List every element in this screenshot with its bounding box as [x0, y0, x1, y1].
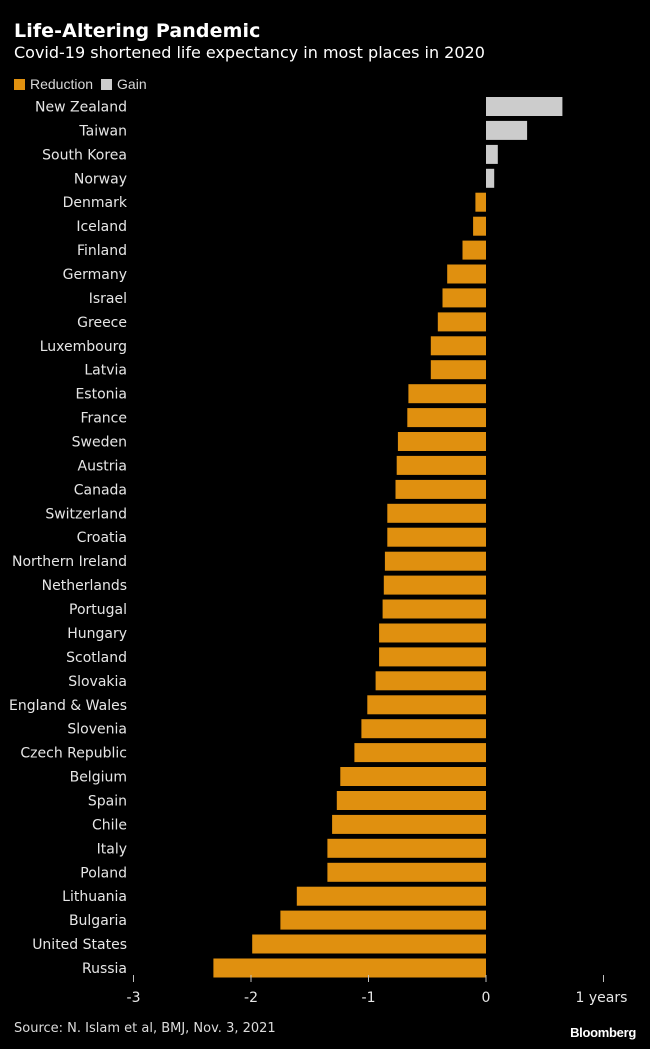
category-label-denmark: Denmark [63, 195, 128, 211]
legend: Reduction Gain [14, 76, 155, 92]
category-label-england-and-wales: England & Wales [9, 698, 127, 714]
category-label-lithuania: Lithuania [62, 889, 127, 905]
bloomberg-logo: Bloomberg [570, 1025, 636, 1040]
bar-croatia [387, 527, 486, 547]
category-label-spain: Spain [88, 794, 127, 810]
category-label-austria: Austria [78, 458, 127, 474]
category-label-luxembourg: Luxembourg [40, 339, 127, 355]
bar-belgium [340, 767, 486, 786]
category-label-iceland: Iceland [76, 219, 127, 235]
bar-lithuania [296, 886, 486, 906]
category-label-norway: Norway [74, 171, 127, 187]
bar-united-states [252, 934, 486, 954]
bar-new-zealand [486, 97, 563, 116]
category-label-chile: Chile [92, 817, 127, 833]
bar-bulgaria [280, 910, 486, 930]
category-label-czech-republic: Czech Republic [20, 746, 127, 762]
bar-south-korea [486, 144, 498, 164]
category-label-taiwan: Taiwan [78, 123, 127, 139]
source-note: Source: N. Islam et al, BMJ, Nov. 3, 202… [14, 1021, 276, 1036]
bar-northern-ireland [384, 551, 486, 571]
legend-item-reduction: Reduction [14, 76, 93, 92]
category-label-italy: Italy [97, 841, 127, 857]
bar-germany [447, 264, 486, 284]
x-tick-label-3: 0 [482, 990, 491, 1006]
category-label-france: France [80, 411, 127, 427]
bar-portugal [382, 599, 486, 619]
legend-label-gain: Gain [117, 76, 147, 92]
category-label-scotland: Scotland [66, 650, 127, 666]
legend-swatch-reduction [14, 78, 25, 90]
category-label-latvia: Latvia [84, 363, 127, 379]
bar-hungary [379, 623, 486, 643]
bar-spain [336, 791, 486, 810]
bar-norway [486, 168, 495, 188]
bar-netherlands [383, 575, 486, 595]
category-label-hungary: Hungary [67, 626, 127, 642]
bar-luxembourg [430, 336, 486, 356]
category-label-slovenia: Slovenia [67, 722, 127, 738]
bar-slovenia [361, 719, 486, 739]
bar-england-and-wales [367, 695, 486, 715]
x-tick-label-0: -3 [127, 990, 141, 1006]
bar-france [407, 408, 486, 428]
category-label-sweden: Sweden [72, 435, 127, 451]
category-label-poland: Poland [80, 865, 127, 881]
category-label-south-korea: South Korea [42, 147, 127, 163]
bar-slovakia [375, 671, 486, 691]
bar-denmark [475, 192, 486, 212]
x-tick-label-1: -2 [244, 990, 258, 1006]
category-label-new-zealand: New Zealand [35, 100, 127, 116]
bar-switzerland [387, 503, 486, 523]
category-label-belgium: Belgium [70, 770, 127, 786]
category-label-slovakia: Slovakia [68, 674, 127, 690]
category-label-estonia: Estonia [75, 387, 127, 403]
bar-taiwan [486, 120, 528, 140]
bar-finland [462, 240, 486, 260]
bar-sweden [397, 432, 486, 451]
category-label-finland: Finland [77, 243, 127, 259]
bar-poland [327, 862, 486, 882]
bar-austria [396, 455, 486, 475]
legend-label-reduction: Reduction [30, 76, 94, 92]
legend-item-gain: Gain [101, 76, 147, 92]
category-label-russia: Russia [82, 961, 127, 977]
category-label-israel: Israel [89, 291, 127, 307]
chart-title: Life-Altering Pandemic [14, 20, 261, 42]
category-label-croatia: Croatia [77, 530, 127, 546]
bar-czech-republic [354, 743, 486, 763]
category-label-switzerland: Switzerland [45, 506, 127, 522]
x-tick-label-2: -1 [362, 990, 376, 1006]
bar-italy [327, 838, 486, 858]
category-label-greece: Greece [77, 315, 127, 331]
category-label-germany: Germany [63, 267, 127, 283]
category-label-northern-ireland: Northern Ireland [12, 554, 127, 570]
bar-chile [332, 814, 486, 834]
category-label-canada: Canada [74, 482, 127, 498]
legend-swatch-gain [101, 78, 113, 90]
bar-israel [442, 288, 486, 308]
bar-scotland [379, 647, 486, 667]
category-label-united-states: United States [32, 937, 127, 953]
category-label-bulgaria: Bulgaria [69, 913, 127, 929]
bar-canada [395, 479, 486, 499]
chart-subtitle: Covid-19 shortened life expectancy in mo… [14, 43, 485, 62]
category-label-portugal: Portugal [69, 602, 127, 618]
bar-iceland [473, 216, 486, 236]
bar-estonia [408, 384, 486, 404]
bar-russia [213, 958, 486, 978]
bar-latvia [430, 360, 486, 380]
x-tick-label-4: 1 years [576, 990, 628, 1006]
category-label-netherlands: Netherlands [42, 578, 127, 594]
bar-greece [437, 312, 486, 332]
